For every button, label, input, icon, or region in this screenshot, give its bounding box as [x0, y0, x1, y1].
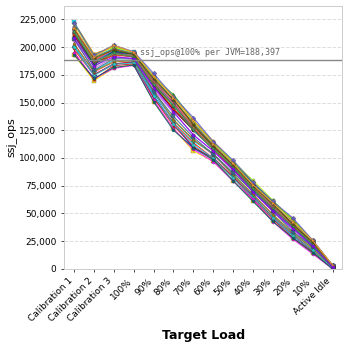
- X-axis label: Target Load: Target Load: [162, 330, 245, 342]
- Y-axis label: ssj_ops: ssj_ops: [6, 117, 16, 157]
- Text: ssj_ops@100% per JVM=188,397: ssj_ops@100% per JVM=188,397: [140, 48, 280, 57]
